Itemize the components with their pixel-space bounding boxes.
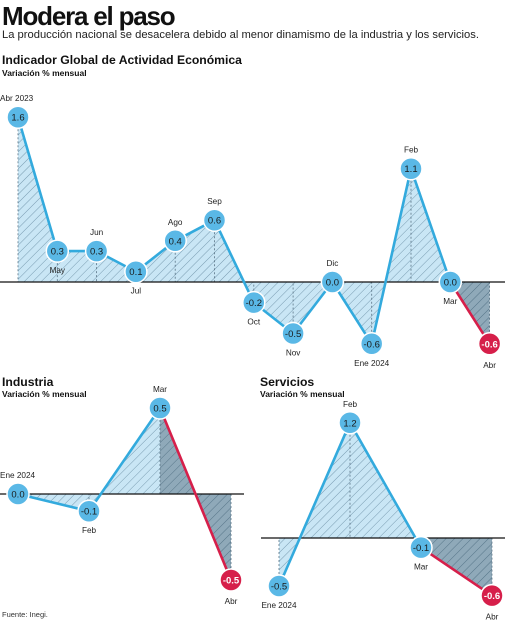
igae-chart-title: Indicador Global de Actividad Económica bbox=[2, 53, 242, 67]
igae-x-label: Sep bbox=[207, 197, 222, 206]
igae-point bbox=[6, 105, 30, 129]
industria-x-label: Mar bbox=[153, 385, 167, 394]
igae-area bbox=[18, 117, 451, 344]
industria-value-label: 0.0 bbox=[11, 490, 24, 501]
igae-x-label: Mar bbox=[443, 297, 457, 306]
servicios-point bbox=[267, 574, 291, 598]
igae-value-label: 0.4 bbox=[169, 236, 182, 247]
page-subtitle: La producción nacional se desacelera deb… bbox=[2, 29, 479, 41]
servicios-value-label: -0.5 bbox=[271, 582, 287, 593]
industria-chart-title: Industria bbox=[2, 375, 54, 389]
industria-value-label: -0.5 bbox=[223, 576, 240, 587]
igae-point bbox=[45, 239, 70, 263]
igae-series-line-last bbox=[449, 281, 491, 345]
industria-point bbox=[6, 482, 30, 506]
industria-point bbox=[219, 568, 243, 592]
igae-x-label: Ago bbox=[168, 218, 183, 227]
igae-x-label: Dic bbox=[326, 259, 338, 268]
igae-series-line bbox=[16, 116, 452, 346]
igae-value-label: 0.0 bbox=[326, 278, 339, 289]
servicios-x-label: Feb bbox=[343, 400, 358, 409]
industria-chart-subtitle: Variación % mensual bbox=[2, 389, 87, 399]
industria-value-label: -0.1 bbox=[81, 507, 97, 518]
igae-point bbox=[359, 332, 384, 356]
igae-x-label: May bbox=[50, 266, 66, 275]
industria-point bbox=[77, 499, 101, 523]
industria-area bbox=[18, 408, 160, 512]
igae-value-label: 1.1 bbox=[404, 164, 417, 175]
igae-value-label: -0.5 bbox=[285, 329, 301, 340]
page-title: Modera el paso bbox=[2, 1, 176, 31]
servicios-chart-subtitle: Variación % mensual bbox=[260, 389, 345, 399]
igae-value-label: 0.0 bbox=[444, 278, 457, 289]
igae-x-label: Jun bbox=[90, 228, 104, 237]
industria-chart: Industria Variación % mensual 0.0 Ene 202… bbox=[0, 375, 244, 606]
servicios-value-label: -0.6 bbox=[484, 591, 500, 602]
igae-value-label: 1.6 bbox=[11, 113, 24, 124]
servicios-area-last bbox=[421, 538, 492, 596]
igae-point bbox=[399, 156, 423, 181]
igae-value-label: 0.3 bbox=[90, 247, 103, 258]
servicios-x-label: Mar bbox=[414, 563, 428, 572]
industria-x-label: Abr bbox=[225, 597, 238, 606]
igae-point bbox=[281, 321, 305, 346]
servicios-x-label: Abr bbox=[486, 613, 499, 620]
igae-point bbox=[320, 270, 345, 294]
servicios-value-label: -0.1 bbox=[413, 543, 429, 554]
igae-x-label: Abr bbox=[483, 361, 496, 370]
igae-x-label: Nov bbox=[286, 349, 301, 358]
igae-x-label: Jul bbox=[131, 287, 142, 296]
servicios-point bbox=[480, 583, 504, 608]
industria-series-line-last bbox=[158, 407, 233, 581]
igae-value-label: -0.2 bbox=[246, 298, 262, 309]
industria-x-label: Ene 2024 bbox=[0, 471, 36, 480]
igae-point bbox=[124, 259, 148, 284]
servicios-point bbox=[409, 535, 433, 560]
igae-point bbox=[84, 239, 109, 263]
source-note: Fuente: Inegi. bbox=[2, 610, 48, 619]
industria-point bbox=[148, 396, 172, 420]
industria-value-label: 0.5 bbox=[153, 404, 166, 415]
igae-value-label: 0.3 bbox=[51, 247, 64, 258]
igae-x-label: Abr 2023 bbox=[0, 94, 34, 103]
igae-chart: Indicador Global de Actividad Económica … bbox=[0, 53, 505, 370]
igae-point bbox=[477, 332, 502, 356]
servicios-x-label: Ene 2024 bbox=[261, 601, 297, 610]
servicios-value-label: 1.2 bbox=[343, 418, 356, 429]
igae-point bbox=[163, 229, 187, 253]
igae-value-label: 0.1 bbox=[129, 267, 142, 278]
igae-value-label: 0.6 bbox=[208, 216, 221, 227]
igae-chart-subtitle: Variación % mensual bbox=[2, 68, 87, 78]
igae-x-label: Feb bbox=[404, 146, 419, 155]
servicios-point bbox=[338, 411, 362, 435]
igae-point bbox=[438, 270, 463, 294]
igae-value-label: -0.6 bbox=[481, 339, 497, 350]
igae-value-label: -0.6 bbox=[364, 339, 380, 350]
servicios-series-line-last bbox=[420, 546, 493, 597]
igae-x-label: Oct bbox=[247, 318, 260, 327]
industria-x-label: Feb bbox=[82, 526, 97, 535]
igae-point bbox=[242, 290, 266, 315]
servicios-chart-title: Servicios bbox=[260, 375, 314, 389]
servicios-chart: Servicios Variación % mensual -0.5 Ene 20… bbox=[260, 375, 505, 620]
igae-point bbox=[202, 208, 227, 232]
igae-x-label: Ene 2024 bbox=[354, 359, 390, 368]
